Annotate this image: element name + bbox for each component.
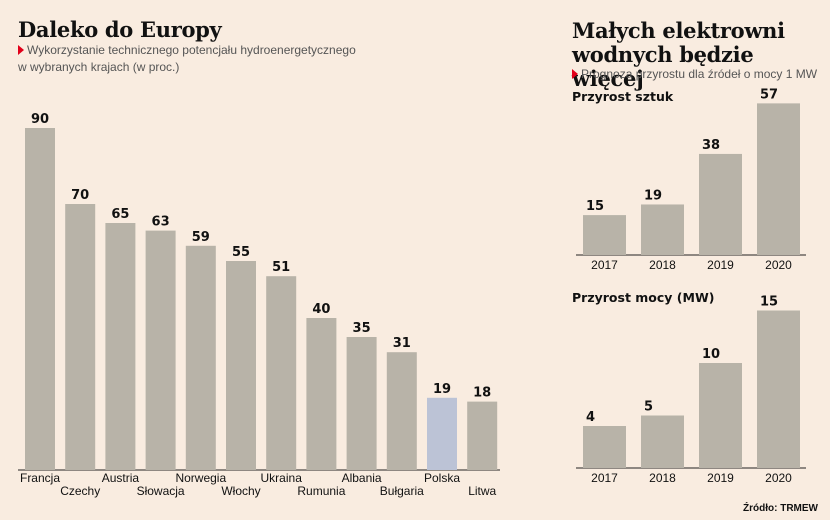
red-triangle-marker-icon — [572, 69, 578, 79]
bar-rumunia — [306, 318, 337, 470]
bar-ukraina — [266, 276, 297, 470]
bar-albania — [346, 337, 377, 470]
value-label-austria: 65 — [111, 207, 129, 222]
units-year-label-2018: 2018 — [649, 258, 676, 272]
right-chart-title: Małych elektrowni wodnych będzie więcej — [572, 19, 830, 91]
bar-litwa — [467, 401, 498, 470]
capacity-year-label-2018: 2018 — [649, 471, 676, 485]
source-note: Źródło: TRMEW — [743, 503, 818, 514]
category-label-slowacja: Słowacja — [137, 484, 185, 498]
category-label-wlochy: Włochy — [221, 484, 260, 498]
capacity-bar-2020 — [757, 310, 800, 468]
value-label-francja: 90 — [31, 112, 49, 127]
value-label-wlochy: 55 — [232, 245, 250, 260]
left-chart-title: Daleko do Europy — [18, 17, 222, 42]
capacity-bar-2018 — [641, 415, 684, 468]
category-label-litwa: Litwa — [468, 484, 496, 498]
units-year-label-2019: 2019 — [707, 258, 734, 272]
left-subtitle-line2: w wybranych krajach (w proc.) — [18, 60, 180, 74]
bar-wlochy — [226, 261, 256, 470]
units-value-label-2017: 15 — [586, 199, 604, 214]
units-value-label-2018: 19 — [644, 188, 662, 203]
bar-norwegia — [185, 245, 216, 470]
bar-slowacja — [145, 230, 176, 470]
bar-francja — [25, 128, 55, 470]
right-title-line1: Małych elektrowni — [572, 18, 785, 43]
value-label-ukraina: 51 — [272, 260, 290, 275]
units-bar-2020 — [757, 103, 800, 255]
category-label-austria: Austria — [102, 471, 140, 485]
category-label-bulgaria: Bułgaria — [380, 484, 424, 498]
bar-bulgaria — [386, 352, 417, 470]
capacity-year-label-2017: 2017 — [591, 471, 618, 485]
bar-polska — [427, 397, 457, 470]
value-label-slowacja: 63 — [152, 215, 170, 230]
category-label-albania: Albania — [342, 471, 382, 485]
value-label-polska: 19 — [433, 382, 451, 397]
capacity-year-label-2020: 2020 — [765, 471, 792, 485]
category-label-czechy: Czechy — [60, 484, 100, 498]
capacity-value-label-2019: 10 — [702, 347, 720, 362]
value-label-rumunia: 40 — [312, 302, 330, 317]
capacity-year-label-2019: 2019 — [707, 471, 734, 485]
capacity-bar-2017 — [583, 426, 626, 468]
value-label-czechy: 70 — [71, 188, 89, 203]
category-label-norwegia: Norwegia — [175, 471, 226, 485]
units-year-label-2020: 2020 — [765, 258, 792, 272]
red-triangle-marker-icon — [18, 45, 24, 55]
right-title-line2: wodnych będzie więcej — [572, 42, 754, 91]
units-panel-title: Przyrost sztuk — [572, 89, 674, 104]
category-label-polska: Polska — [424, 471, 460, 485]
bar-czechy — [65, 204, 96, 470]
capacity-value-label-2017: 4 — [586, 410, 595, 425]
value-label-norwegia: 59 — [192, 230, 210, 245]
right-chart-subtitle: Prognoza przyrostu dla źródeł o mocy 1 M… — [572, 66, 817, 83]
capacity-value-label-2020: 15 — [760, 295, 778, 310]
value-label-bulgaria: 31 — [393, 336, 411, 351]
value-label-litwa: 18 — [473, 386, 491, 401]
category-label-francja: Francja — [20, 471, 60, 485]
category-label-rumunia: Rumunia — [297, 484, 345, 498]
right-subtitle-text: Prognoza przyrostu dla źródeł o mocy 1 M… — [581, 67, 818, 81]
units-bar-2019 — [699, 153, 742, 255]
capacity-bar-2019 — [699, 363, 742, 468]
left-subtitle-line1: Wykorzystanie technicznego potencjału hy… — [27, 43, 356, 57]
units-bar-2018 — [641, 204, 684, 255]
bar-austria — [105, 223, 136, 470]
category-label-ukraina: Ukraina — [261, 471, 303, 485]
units-year-label-2017: 2017 — [591, 258, 618, 272]
units-value-label-2020: 57 — [760, 87, 778, 102]
left-chart-subtitle: Wykorzystanie technicznego potencjału hy… — [18, 42, 356, 76]
capacity-panel-title: Przyrost mocy (MW) — [572, 290, 714, 305]
capacity-value-label-2018: 5 — [644, 400, 653, 415]
value-label-albania: 35 — [353, 321, 371, 336]
units-bar-2017 — [583, 215, 626, 255]
units-value-label-2019: 38 — [702, 138, 720, 153]
